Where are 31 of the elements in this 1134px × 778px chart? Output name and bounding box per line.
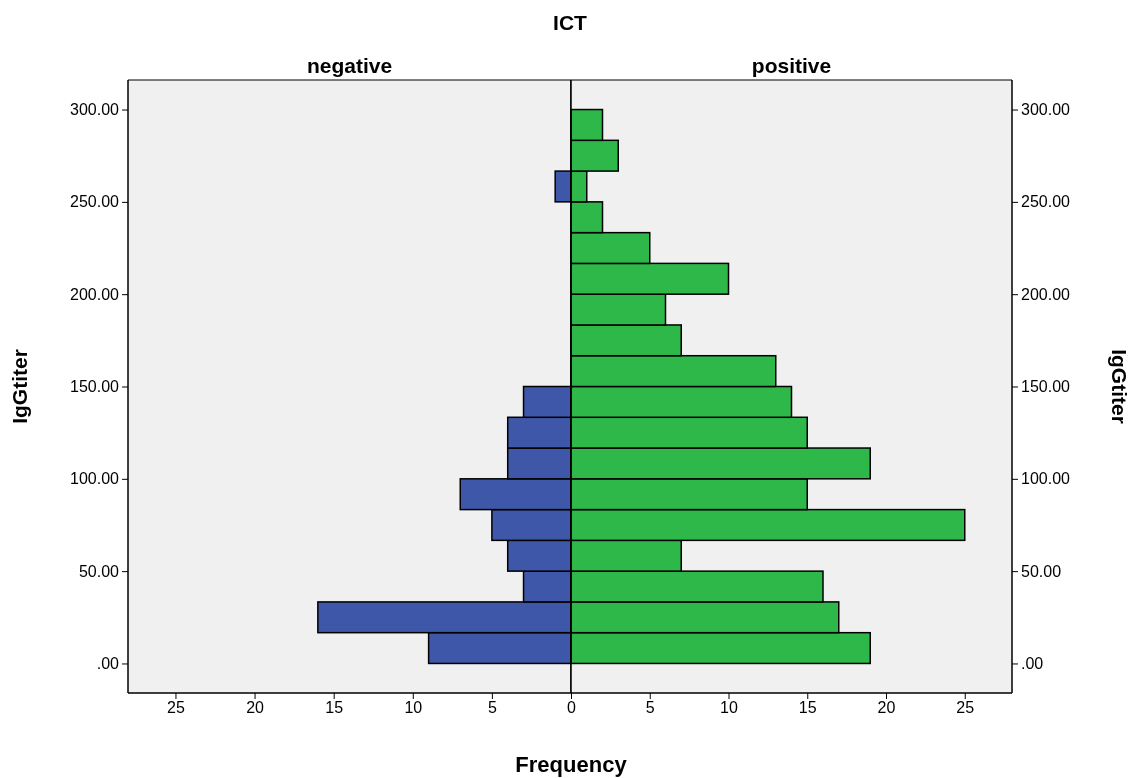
chart-subtitle: positive xyxy=(751,54,832,77)
x-tick-label: 5 xyxy=(487,699,497,717)
y-tick-label: .00 xyxy=(96,655,120,673)
y-tick-label: 50.00 xyxy=(78,562,120,580)
y-tick-label: 300.00 xyxy=(70,101,120,119)
y-tick-label: 100.00 xyxy=(70,470,120,488)
x-tick-label: 10 xyxy=(404,699,423,717)
y-tick-label: 200.00 xyxy=(70,285,120,303)
x-tick-label: 20 xyxy=(246,699,265,717)
x-tick-label: 20 xyxy=(877,699,896,717)
y-axis-title: IgGtiter xyxy=(1108,349,1131,424)
y-tick-label: .00 xyxy=(1021,655,1044,673)
x-tick-label: 25 xyxy=(956,699,975,717)
y-axis-title: IgGtiter xyxy=(8,349,31,424)
x-tick-label: 15 xyxy=(798,699,817,717)
y-tick-label: 150.00 xyxy=(70,378,120,396)
chart-subtitle: negative xyxy=(306,54,393,77)
y-tick-label: 250.00 xyxy=(70,193,120,211)
x-tick-label: 10 xyxy=(720,699,738,717)
y-tick-label: 150.00 xyxy=(1021,378,1071,396)
y-tick-label: 50.00 xyxy=(1021,562,1062,580)
x-tick-label: 0 xyxy=(567,699,577,717)
x-tick-label: 15 xyxy=(325,699,344,717)
y-tick-label: 200.00 xyxy=(1021,285,1071,303)
x-tick-label: 25 xyxy=(167,699,185,717)
chart-title: ICT xyxy=(553,11,588,34)
y-tick-label: 250.00 xyxy=(1021,193,1071,211)
x-axis-title: Frequency xyxy=(515,752,628,777)
y-tick-label: 300.00 xyxy=(1021,101,1071,119)
y-tick-label: 100.00 xyxy=(1021,470,1071,488)
x-tick-label: 5 xyxy=(645,699,655,717)
